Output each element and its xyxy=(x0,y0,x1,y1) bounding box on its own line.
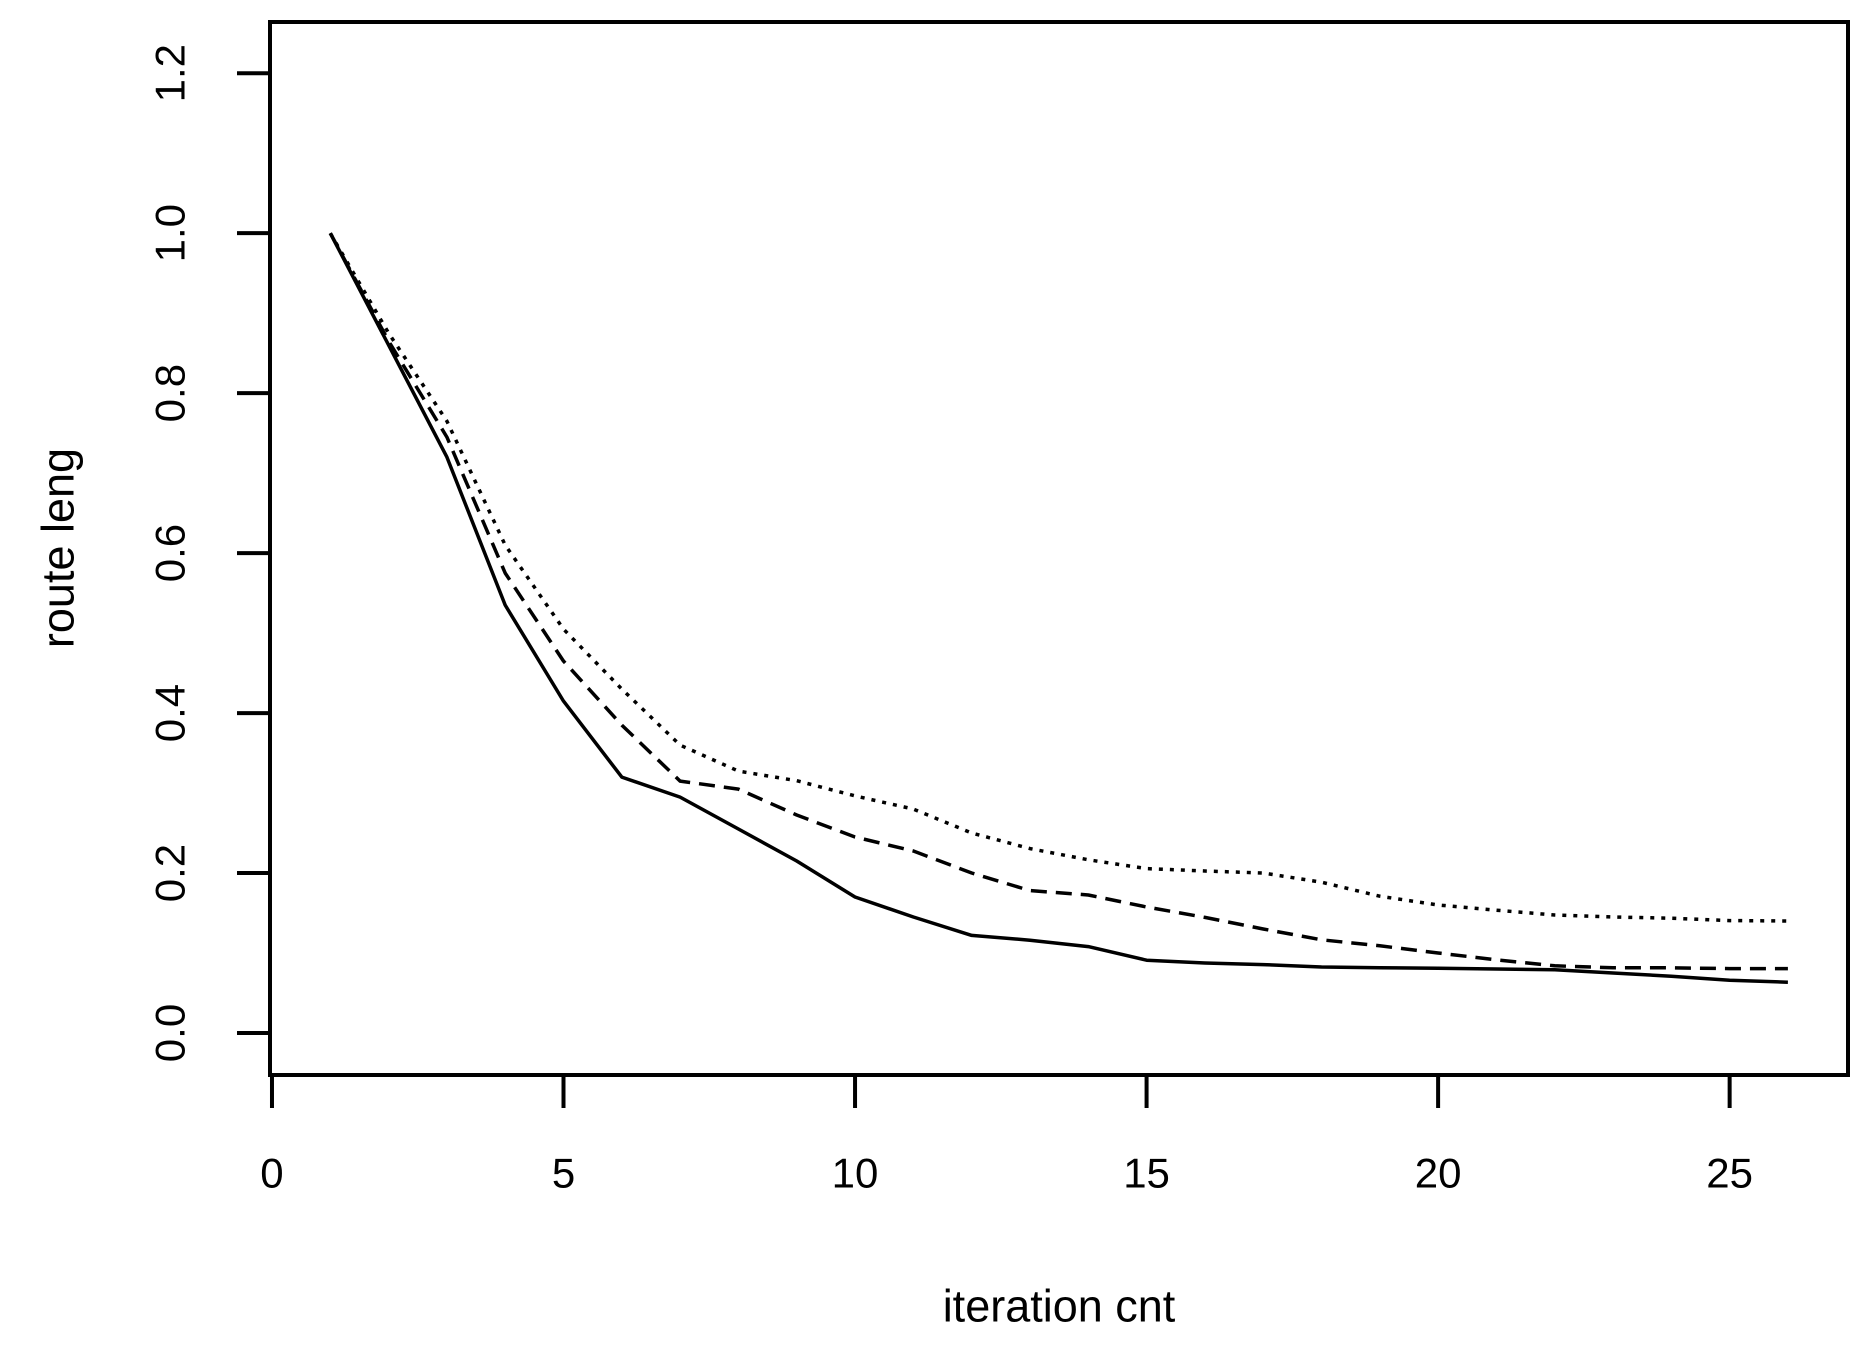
series-line-solid xyxy=(328,232,1788,984)
x-tick-label: 10 xyxy=(832,1150,879,1197)
y-tick-label: 1.2 xyxy=(147,44,194,102)
y-axis-title: route leng xyxy=(33,448,84,648)
series-line-dotted xyxy=(328,232,1788,923)
plot-box xyxy=(268,20,1850,1077)
x-tick-label: 25 xyxy=(1706,1150,1753,1197)
plot-border xyxy=(268,20,1850,1077)
x-tick-label: 20 xyxy=(1415,1150,1462,1197)
y-tick-label: 0.0 xyxy=(147,1004,194,1062)
y-tick-label: 0.2 xyxy=(147,844,194,902)
y-tick-label: 0.6 xyxy=(147,524,194,582)
y-tick-label: 1.0 xyxy=(147,204,194,262)
x-tick-label: 5 xyxy=(552,1150,575,1197)
x-tick-label: 0 xyxy=(260,1150,283,1197)
axis-tick-labels: 0 5 10 15 20 25 0.0 0.2 0.4 0.6 0.8 1.0 1.2 xyxy=(147,44,1753,1197)
chart-series xyxy=(328,232,1788,984)
y-tick-label: 0.4 xyxy=(147,684,194,742)
axis-ticks xyxy=(237,71,1732,1108)
x-axis-title: iteration cnt xyxy=(943,1281,1176,1332)
x-tick-label: 15 xyxy=(1123,1150,1170,1197)
y-tick-label: 0.8 xyxy=(147,364,194,422)
series-line-dashed xyxy=(328,232,1788,971)
